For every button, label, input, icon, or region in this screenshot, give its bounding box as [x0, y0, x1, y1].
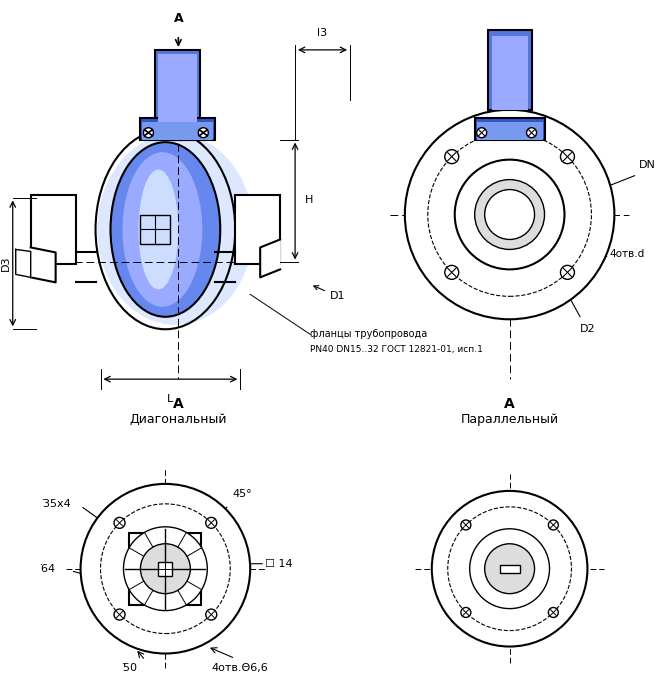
Bar [140, 118, 215, 140]
Circle shape [461, 608, 471, 617]
Bar [488, 30, 532, 110]
Polygon shape [15, 249, 31, 277]
Text: D3: D3 [1, 256, 11, 271]
Text: D1: D1 [314, 286, 345, 301]
Text: A: A [173, 397, 183, 411]
Circle shape [140, 544, 190, 594]
Circle shape [470, 529, 550, 608]
Bar [142, 122, 213, 140]
Circle shape [548, 608, 558, 617]
Ellipse shape [122, 152, 202, 307]
Bar [474, 118, 544, 140]
Bar [159, 54, 198, 140]
Text: l3: l3 [317, 28, 327, 38]
Circle shape [461, 520, 471, 530]
Circle shape [527, 128, 536, 138]
Text: ͘50: ͘50 [124, 664, 138, 673]
Ellipse shape [98, 135, 253, 324]
Text: A: A [173, 12, 183, 25]
Text: A: A [504, 397, 515, 411]
Text: фланцы трубопровода: фланцы трубопровода [310, 329, 427, 339]
Text: ͘64: ͘64 [42, 564, 56, 574]
Circle shape [405, 110, 614, 319]
Text: PN40 DN15..32 ГОСТ 12821-01, исп.1: PN40 DN15..32 ГОСТ 12821-01, исп.1 [310, 345, 483, 354]
Bar [130, 533, 202, 604]
Bar [155, 50, 200, 140]
Text: D2: D2 [579, 324, 595, 334]
FancyBboxPatch shape [31, 195, 75, 264]
Bar [476, 122, 542, 140]
Circle shape [198, 128, 208, 138]
FancyBboxPatch shape [235, 195, 280, 264]
Text: Параллельный: Параллельный [460, 412, 558, 426]
Circle shape [124, 527, 207, 610]
Ellipse shape [110, 142, 220, 317]
Circle shape [114, 609, 125, 620]
Text: 4отв.Θ6,6: 4отв.Θ6,6 [212, 664, 269, 673]
Bar [492, 36, 528, 110]
Text: H: H [305, 195, 313, 205]
Text: Диагональный: Диагональный [130, 412, 227, 426]
Text: L: L [167, 394, 173, 404]
Circle shape [432, 491, 587, 646]
Circle shape [485, 544, 534, 594]
Circle shape [560, 149, 575, 164]
Circle shape [206, 517, 217, 529]
Polygon shape [31, 247, 56, 283]
Circle shape [455, 160, 564, 270]
Circle shape [560, 266, 575, 279]
Circle shape [81, 484, 250, 654]
Ellipse shape [138, 170, 178, 289]
Circle shape [548, 520, 558, 530]
Text: 4отв.d: 4отв.d [610, 249, 644, 260]
Polygon shape [260, 239, 280, 277]
Bar [140, 214, 171, 245]
Bar [159, 562, 173, 576]
Text: DN: DN [639, 160, 656, 170]
Text: 45°: 45° [233, 489, 252, 499]
Bar [499, 564, 519, 573]
Circle shape [143, 128, 153, 138]
Circle shape [445, 149, 459, 164]
Circle shape [474, 180, 544, 249]
Text: ☐ 14: ☐ 14 [265, 559, 293, 569]
Text: ͘35х4: ͘35х4 [43, 499, 71, 509]
Circle shape [206, 609, 217, 620]
Circle shape [476, 128, 487, 138]
Circle shape [445, 266, 459, 279]
Circle shape [485, 189, 534, 239]
Circle shape [114, 517, 125, 529]
